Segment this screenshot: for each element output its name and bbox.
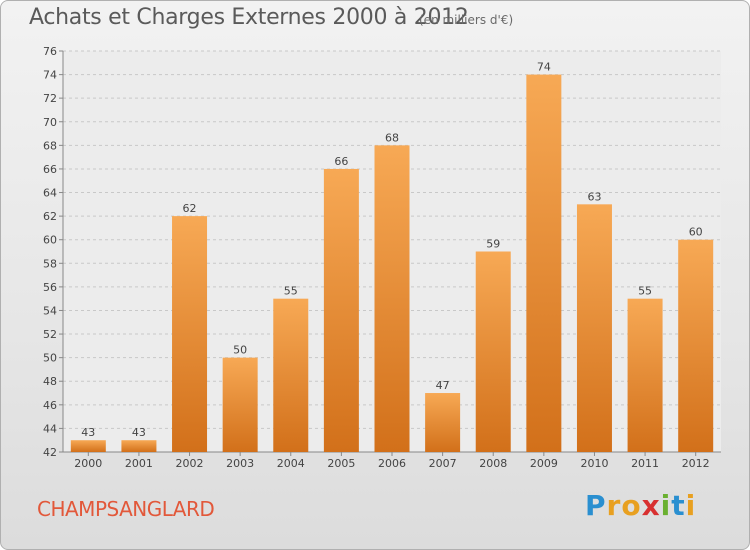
data-label: 63 [587, 190, 601, 203]
x-tick-label: 2011 [631, 457, 659, 470]
data-label: 68 [385, 131, 399, 144]
bar [526, 74, 562, 453]
x-tick-label: 2008 [479, 457, 507, 470]
logo-letter: t [671, 489, 686, 522]
y-tick-label: 58 [43, 257, 57, 270]
bar [576, 204, 612, 452]
bar [627, 298, 663, 452]
y-tick-label: 68 [43, 139, 57, 152]
y-tick-label: 66 [43, 163, 57, 176]
logo-letter: P [585, 489, 607, 522]
chart-title: Achats et Charges Externes 2000 à 2012 [29, 5, 469, 30]
data-label: 43 [132, 426, 146, 439]
data-label: 55 [284, 285, 298, 298]
y-tick-label: 44 [43, 422, 57, 435]
data-label: 50 [233, 344, 247, 357]
x-tick-label: 2005 [327, 457, 355, 470]
y-tick-label: 70 [43, 116, 57, 129]
bar [70, 440, 106, 452]
bar [374, 145, 410, 452]
y-tick-label: 56 [43, 281, 57, 294]
y-tick-label: 72 [43, 92, 57, 105]
y-tick-label: 64 [43, 187, 57, 200]
y-tick-label: 42 [43, 446, 57, 459]
data-label: 66 [334, 155, 348, 168]
commune-name: CHAMPSANGLARD [37, 497, 215, 521]
y-tick-label: 76 [43, 45, 57, 58]
bar [172, 216, 208, 452]
y-tick-label: 50 [43, 352, 57, 365]
x-tick-label: 2012 [682, 457, 710, 470]
bar [121, 440, 157, 452]
x-tick-label: 2001 [125, 457, 153, 470]
y-tick-label: 62 [43, 210, 57, 223]
data-label: 43 [81, 426, 95, 439]
x-tick-label: 2009 [530, 457, 558, 470]
bar [475, 251, 511, 452]
data-label: 59 [486, 238, 500, 251]
proxiti-logo: Proxiti [585, 489, 696, 522]
bar [273, 298, 309, 452]
logo-letter: i [660, 489, 672, 522]
data-label: 47 [436, 379, 450, 392]
logo-letter: r [606, 489, 622, 522]
x-tick-label: 2007 [429, 457, 457, 470]
y-tick-label: 60 [43, 234, 57, 247]
bar [222, 357, 258, 452]
x-tick-label: 2004 [277, 457, 305, 470]
bar [678, 239, 714, 452]
y-tick-label: 74 [43, 69, 57, 82]
bar [425, 393, 461, 452]
data-label: 55 [638, 285, 652, 298]
logo-letter: i [685, 489, 697, 522]
data-label: 74 [537, 61, 551, 74]
chart-subtitle: (en milliers d'€) [419, 13, 514, 27]
y-tick-label: 48 [43, 375, 57, 388]
logo-letter: x [641, 489, 661, 522]
y-tick-label: 46 [43, 399, 57, 412]
y-tick-label: 54 [43, 304, 57, 317]
bar [323, 168, 359, 453]
x-tick-label: 2002 [176, 457, 204, 470]
data-label: 62 [183, 202, 197, 215]
data-label: 60 [689, 226, 703, 239]
x-tick-label: 2006 [378, 457, 406, 470]
x-tick-label: 2003 [226, 457, 254, 470]
x-tick-label: 2010 [580, 457, 608, 470]
x-tick-label: 2000 [74, 457, 102, 470]
logo-letter: o [621, 489, 642, 522]
y-tick-label: 52 [43, 328, 57, 341]
